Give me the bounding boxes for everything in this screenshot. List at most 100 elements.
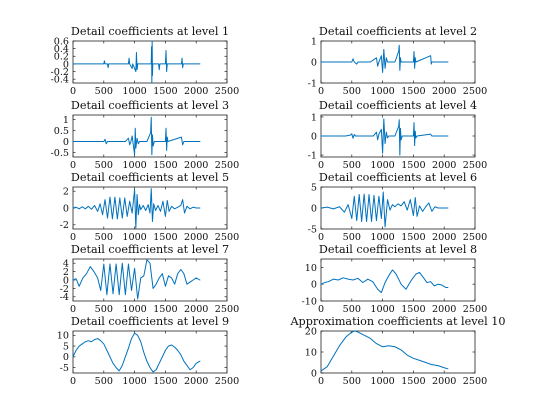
x-tick-label: 2500 bbox=[215, 376, 239, 387]
y-tick-label: -2 bbox=[60, 284, 69, 295]
x-tick-label: 1500 bbox=[153, 160, 177, 171]
x-tick-label: 0 bbox=[318, 232, 324, 243]
y-tick-label: 2 bbox=[63, 187, 69, 198]
y-tick-label: 0 bbox=[311, 280, 317, 291]
x-tick-label: 1500 bbox=[401, 232, 425, 243]
x-tick-label: 0 bbox=[70, 86, 76, 97]
y-tick-label: -0.4 bbox=[51, 75, 70, 86]
x-tick-label: 0 bbox=[318, 304, 324, 315]
subplot-10: Approximation coefficients at level 10 0 5… bbox=[289, 315, 505, 387]
subplot-title: Detail coefficients at level 5 bbox=[71, 171, 229, 184]
y-tick-label: 10 bbox=[57, 331, 69, 342]
series-line bbox=[72, 332, 201, 373]
subplot-title: Detail coefficients at level 2 bbox=[319, 25, 477, 38]
x-tick-label: 1000 bbox=[370, 232, 394, 243]
subplot-2: Detail coefficients at level 2 0 500 1000 15… bbox=[308, 25, 488, 97]
x-tick-label: 500 bbox=[95, 376, 113, 387]
x-tick-label: 2500 bbox=[463, 160, 487, 171]
y-tick-label: 0 bbox=[311, 57, 317, 68]
x-tick-label: 0 bbox=[70, 160, 76, 171]
y-tick-label: 0.6 bbox=[54, 36, 69, 47]
series-line bbox=[320, 330, 449, 372]
y-tick-label: 1 bbox=[311, 36, 317, 47]
series-line bbox=[72, 116, 201, 156]
x-tick-label: 2500 bbox=[215, 232, 239, 243]
x-tick-label: 0 bbox=[70, 376, 76, 387]
x-tick-label: 500 bbox=[95, 304, 113, 315]
series-line bbox=[72, 259, 201, 300]
x-tick-label: 2500 bbox=[463, 232, 487, 243]
y-tick-label: 2 bbox=[63, 267, 69, 278]
y-tick-label: 0 bbox=[311, 203, 317, 214]
x-tick-label: 2500 bbox=[463, 86, 487, 97]
x-tick-label: 2000 bbox=[184, 376, 208, 387]
subplot-3: Detail coefficients at level 3 0 500 1000 15… bbox=[51, 99, 240, 171]
x-tick-label: 1500 bbox=[401, 376, 425, 387]
x-tick-label: 0 bbox=[318, 160, 324, 171]
x-tick-label: 500 bbox=[343, 304, 361, 315]
y-tick-label: 0 bbox=[63, 352, 69, 363]
y-tick-label: 5 bbox=[311, 182, 317, 193]
series-line bbox=[320, 269, 449, 294]
axes-frame bbox=[320, 186, 476, 230]
x-tick-label: 2500 bbox=[463, 304, 487, 315]
x-tick-label: 500 bbox=[95, 232, 113, 243]
subplot-8: Detail coefficients at level 8 0 500 1000 15… bbox=[302, 243, 488, 315]
y-tick-label: 1 bbox=[311, 112, 317, 123]
y-tick-label: -1 bbox=[308, 150, 317, 161]
y-tick-label: 0.2 bbox=[54, 52, 69, 63]
x-tick-label: 2000 bbox=[184, 304, 208, 315]
x-tick-label: 2000 bbox=[184, 160, 208, 171]
x-tick-label: 1500 bbox=[153, 232, 177, 243]
x-tick-label: 2000 bbox=[432, 160, 456, 171]
x-tick-label: 2000 bbox=[432, 304, 456, 315]
x-tick-label: 500 bbox=[95, 160, 113, 171]
y-tick-label: 0.5 bbox=[54, 126, 69, 137]
axes-frame bbox=[320, 330, 476, 374]
y-tick-label: 0 bbox=[63, 203, 69, 214]
y-tick-label: -10 bbox=[302, 296, 317, 307]
x-tick-label: 1000 bbox=[370, 304, 394, 315]
series-line bbox=[72, 40, 201, 84]
x-tick-label: 1500 bbox=[153, 376, 177, 387]
series-line bbox=[320, 44, 449, 73]
x-tick-label: 0 bbox=[318, 376, 324, 387]
y-tick-label: -4 bbox=[60, 292, 69, 303]
y-tick-label: -1 bbox=[308, 78, 317, 89]
x-tick-label: 1500 bbox=[153, 86, 177, 97]
x-tick-label: 500 bbox=[343, 86, 361, 97]
x-tick-label: 1000 bbox=[370, 160, 394, 171]
subplot-title: Detail coefficients at level 6 bbox=[319, 171, 477, 184]
y-tick-label: 20 bbox=[305, 326, 317, 337]
y-tick-label: 4 bbox=[63, 259, 69, 270]
x-tick-label: 0 bbox=[70, 304, 76, 315]
x-tick-label: 1000 bbox=[370, 86, 394, 97]
y-tick-label: 5 bbox=[63, 341, 69, 352]
x-tick-label: 2500 bbox=[215, 160, 239, 171]
x-tick-label: 1000 bbox=[122, 86, 146, 97]
y-tick-label: -5 bbox=[308, 224, 317, 235]
x-tick-label: 500 bbox=[95, 86, 113, 97]
y-tick-label: -0.5 bbox=[51, 148, 70, 159]
x-tick-label: 500 bbox=[343, 232, 361, 243]
subplot-title: Detail coefficients at level 4 bbox=[319, 99, 477, 112]
axes-frame bbox=[320, 258, 476, 302]
subplot-6: Detail coefficients at level 6 0 500 1000 15… bbox=[308, 171, 488, 243]
x-tick-label: 2000 bbox=[184, 86, 208, 97]
y-tick-label: -2 bbox=[60, 220, 69, 231]
x-tick-label: 0 bbox=[318, 86, 324, 97]
axes-frame bbox=[72, 330, 228, 374]
subplot-4: Detail coefficients at level 4 0 500 1000 15… bbox=[308, 99, 488, 171]
y-tick-label: -5 bbox=[60, 363, 69, 374]
axes-frame bbox=[72, 40, 228, 84]
subplot-title: Detail coefficients at level 7 bbox=[71, 243, 229, 256]
x-tick-label: 2000 bbox=[432, 86, 456, 97]
subplot-title: Detail coefficients at level 8 bbox=[319, 243, 477, 256]
y-tick-label: 0 bbox=[311, 368, 317, 379]
series-line bbox=[320, 118, 449, 156]
x-tick-label: 1000 bbox=[122, 376, 146, 387]
y-tick-label: 0 bbox=[311, 131, 317, 142]
subplot-title: Detail coefficients at level 3 bbox=[71, 99, 229, 112]
x-tick-label: 2000 bbox=[432, 232, 456, 243]
